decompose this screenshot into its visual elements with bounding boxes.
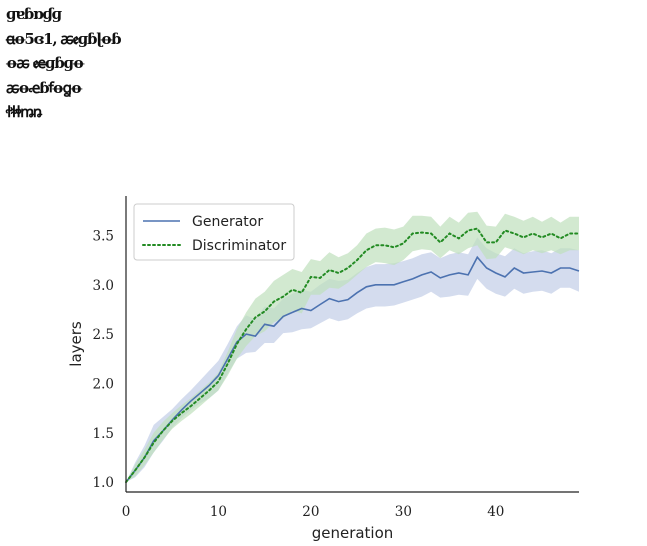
y-tick-label: 1.0 [93, 475, 114, 491]
y-tick-label: 2.0 [93, 376, 114, 392]
x-tick-labels: 0 10 20 30 40 [122, 504, 505, 520]
overlay-text-line: ꬰꝋ5ɞ1, ꬱꬲɡɓɭꝋɓ [6, 29, 122, 48]
x-tick-label: 30 [395, 504, 412, 520]
legend-label-generator: Generator [192, 214, 263, 230]
series-lines [125, 227, 580, 484]
band-discriminator [126, 211, 579, 483]
overlay-text-block: ɡɐɓɒɠɡ ꬰꝋ5ɞ1, ꬱꬲɡɓɭꝋɓ ꝋꬱ ꬲꬳɡɓɡꝋ ꬱꝋꬴɓꬵꝋꬶꝋ… [6, 2, 146, 125]
y-tick-label: 2.5 [93, 327, 114, 343]
legend: Generator Discriminator [133, 203, 295, 261]
x-tick-label: 0 [122, 504, 131, 520]
confidence-bands [126, 211, 579, 483]
y-axis-label: layers [67, 321, 85, 367]
y-tick-labels: 1.0 1.5 2.0 2.5 3.0 3.5 [93, 228, 114, 491]
legend-label-discriminator: Discriminator [192, 238, 286, 254]
overlay-text-line: ɡɐɓɒɠɡ [6, 5, 62, 23]
x-tick-label: 10 [210, 504, 227, 520]
band-generator [126, 237, 579, 483]
y-tick-label: 3.0 [93, 278, 114, 294]
y-tick-label: 1.5 [93, 426, 114, 442]
line-generator [125, 255, 580, 483]
x-axis-label: generation [312, 524, 394, 542]
x-tick-label: 20 [302, 504, 319, 520]
y-tick-label: 3.5 [93, 228, 114, 244]
axes [125, 196, 579, 493]
overlay-text-line: ꝋꬱ ꬲꬳɡɓɡꝋ [6, 54, 84, 72]
overlay-text-line: ꬷꬸꬹꬺꬻ [6, 103, 42, 121]
overlay-text-line: ꬱꝋꬴɓꬵꝋꬶꝋ [6, 78, 82, 97]
line-discriminator [125, 227, 580, 484]
x-tick-label: 40 [487, 504, 504, 520]
